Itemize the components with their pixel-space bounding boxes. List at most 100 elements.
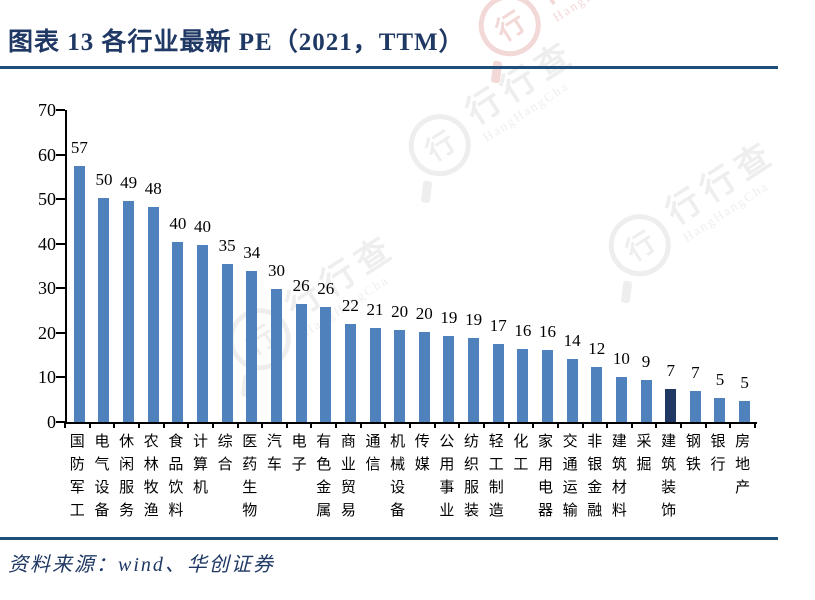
x-axis-category-label: 食品饮料 xyxy=(168,434,184,519)
bar-slot: 19 xyxy=(461,110,486,422)
magnifier-logo-icon: 行 xyxy=(466,0,553,69)
bar xyxy=(98,197,110,422)
x-axis-category-label: 钢铁 xyxy=(685,434,701,473)
x-axis-tick-mark xyxy=(556,422,559,428)
bar xyxy=(492,344,504,422)
bar-slot: 22 xyxy=(338,110,363,422)
x-axis-tick-mark xyxy=(162,422,165,428)
bar-slot: 49 xyxy=(116,110,141,422)
bar-value-label: 20 xyxy=(415,303,433,323)
x-axis-category-label: 公用事业 xyxy=(439,434,455,519)
x-axis-category-label: 采掘 xyxy=(636,434,652,473)
x-axis-tick-mark xyxy=(754,422,756,428)
x-axis-category-label: 机械设备 xyxy=(390,434,406,519)
x-label-slot: 采掘 xyxy=(632,431,657,523)
x-label-slot: 电气设备 xyxy=(90,431,115,523)
x-axis-tick-mark xyxy=(384,422,387,428)
x-axis-category-label: 化工 xyxy=(513,434,529,473)
bar-value-label: 48 xyxy=(144,179,162,199)
x-label-slot: 化工 xyxy=(509,431,534,523)
bar-value-label: 40 xyxy=(194,217,212,237)
bar-value-label: 50 xyxy=(95,169,113,189)
x-axis-category-label: 房地产 xyxy=(735,434,751,496)
x-axis-category-label: 电气设备 xyxy=(94,434,110,519)
bar-slot: 35 xyxy=(215,110,240,422)
bar-slot: 19 xyxy=(437,110,462,422)
y-axis-tick-mark xyxy=(56,376,65,379)
x-label-slot: 交通运输 xyxy=(558,431,583,523)
x-axis-tick-mark xyxy=(236,422,239,428)
bar-slot: 16 xyxy=(535,110,560,422)
bar-slot: 26 xyxy=(313,110,338,422)
x-axis-tick-mark xyxy=(729,422,732,428)
bar-slot: 57 xyxy=(67,110,92,422)
y-axis-tick-mark xyxy=(56,153,65,156)
bar-value-label: 57 xyxy=(70,137,88,157)
x-label-slot: 家用电器 xyxy=(533,431,558,523)
x-label-slot: 食品饮料 xyxy=(164,431,189,523)
x-label-slot: 建筑材料 xyxy=(607,431,632,523)
figure-title: 图表 13 各行业最新 PE（2021，TTM） xyxy=(8,29,465,56)
x-axis-category-label: 汽车 xyxy=(266,434,282,473)
y-axis-tick-mark xyxy=(56,198,65,201)
bar xyxy=(270,289,282,422)
bar-value-label: 5 xyxy=(715,369,725,389)
x-label-slot: 汽车 xyxy=(262,431,287,523)
x-axis-category-label: 国防军工 xyxy=(69,434,85,519)
footer-divider xyxy=(0,537,778,540)
x-axis-category-label: 休闲服务 xyxy=(119,434,135,519)
x-axis-category-label: 建筑材料 xyxy=(611,434,627,519)
x-axis-tick-mark xyxy=(680,422,683,428)
title-divider xyxy=(0,66,778,69)
bar-value-label: 49 xyxy=(120,172,138,192)
bar-value-label: 35 xyxy=(218,235,236,255)
y-axis-tick-mark xyxy=(56,109,65,111)
x-label-slot: 轻工制造 xyxy=(484,431,509,523)
bar-slot: 26 xyxy=(289,110,314,422)
x-label-slot: 电子 xyxy=(287,431,312,523)
bar xyxy=(739,401,751,422)
watermark-logo-char: 行 xyxy=(490,6,532,48)
bar xyxy=(73,165,85,422)
x-axis-tick-mark xyxy=(64,422,66,428)
bar xyxy=(640,380,652,422)
bar-value-label: 26 xyxy=(292,276,310,296)
bar xyxy=(689,390,701,422)
x-axis-category-label: 家用电器 xyxy=(537,434,553,519)
bar xyxy=(615,377,627,422)
x-axis-category-label: 电子 xyxy=(291,434,307,473)
x-axis-tick-mark xyxy=(409,422,411,428)
bar-value-label: 5 xyxy=(740,373,749,393)
bar-value-label: 16 xyxy=(538,321,556,341)
bar-slot: 5 xyxy=(732,110,757,422)
bar-value-label: 7 xyxy=(666,360,675,380)
x-label-slot: 综合 xyxy=(213,431,238,523)
x-label-slot: 农林牧渔 xyxy=(139,431,164,523)
bar xyxy=(369,328,381,422)
x-axis-category-label: 综合 xyxy=(217,434,233,473)
bar xyxy=(665,388,677,422)
x-label-slot: 机械设备 xyxy=(385,431,410,523)
bar-value-label: 22 xyxy=(341,296,359,316)
bar xyxy=(172,241,184,422)
bar xyxy=(468,338,480,422)
bar-slot: 48 xyxy=(141,110,166,422)
x-axis-tick-mark xyxy=(285,422,288,428)
bar-slot: 12 xyxy=(584,110,609,422)
y-axis-tick-label: 50 xyxy=(38,189,56,210)
source-note: 资料来源：wind、华创证券 xyxy=(8,554,275,576)
x-axis-category-label: 计算机 xyxy=(193,434,209,496)
x-axis-tick-mark xyxy=(630,422,633,428)
bar xyxy=(714,397,726,422)
y-axis-tick-label: 60 xyxy=(38,144,56,165)
x-axis-tick-mark xyxy=(113,422,116,428)
bar-slot: 9 xyxy=(634,110,659,422)
bar xyxy=(418,331,430,422)
x-axis-tick-mark xyxy=(507,422,510,428)
x-label-slot: 通信 xyxy=(361,431,386,523)
bar-value-label: 17 xyxy=(489,316,507,336)
bar xyxy=(591,367,603,422)
bar-slot: 20 xyxy=(387,110,412,422)
x-label-slot: 计算机 xyxy=(188,431,213,523)
bar xyxy=(221,263,233,422)
